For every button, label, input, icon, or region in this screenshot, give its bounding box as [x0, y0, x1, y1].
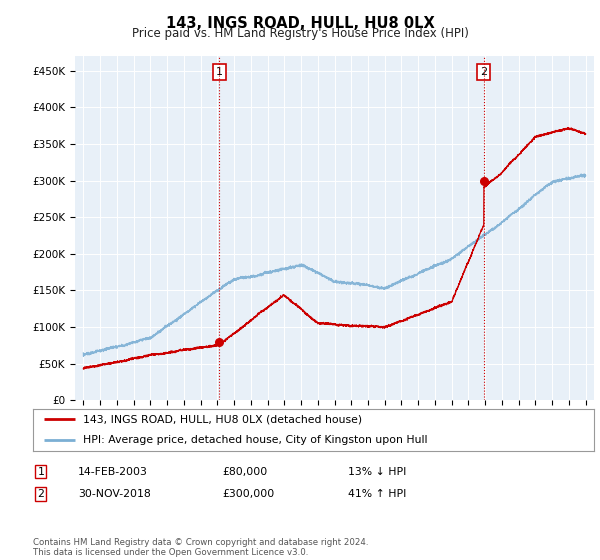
Text: 143, INGS ROAD, HULL, HU8 0LX (detached house): 143, INGS ROAD, HULL, HU8 0LX (detached … — [83, 414, 362, 424]
Text: 14-FEB-2003: 14-FEB-2003 — [78, 466, 148, 477]
Text: HPI: Average price, detached house, City of Kingston upon Hull: HPI: Average price, detached house, City… — [83, 435, 428, 445]
Text: Price paid vs. HM Land Registry's House Price Index (HPI): Price paid vs. HM Land Registry's House … — [131, 27, 469, 40]
Text: 1: 1 — [216, 67, 223, 77]
Text: 143, INGS ROAD, HULL, HU8 0LX: 143, INGS ROAD, HULL, HU8 0LX — [166, 16, 434, 31]
Text: £300,000: £300,000 — [222, 489, 274, 499]
Text: 30-NOV-2018: 30-NOV-2018 — [78, 489, 151, 499]
Text: 2: 2 — [480, 67, 487, 77]
Text: Contains HM Land Registry data © Crown copyright and database right 2024.
This d: Contains HM Land Registry data © Crown c… — [33, 538, 368, 557]
Text: £80,000: £80,000 — [222, 466, 267, 477]
Text: 2: 2 — [37, 489, 44, 499]
Text: 13% ↓ HPI: 13% ↓ HPI — [348, 466, 406, 477]
Text: 41% ↑ HPI: 41% ↑ HPI — [348, 489, 406, 499]
Text: 1: 1 — [37, 466, 44, 477]
